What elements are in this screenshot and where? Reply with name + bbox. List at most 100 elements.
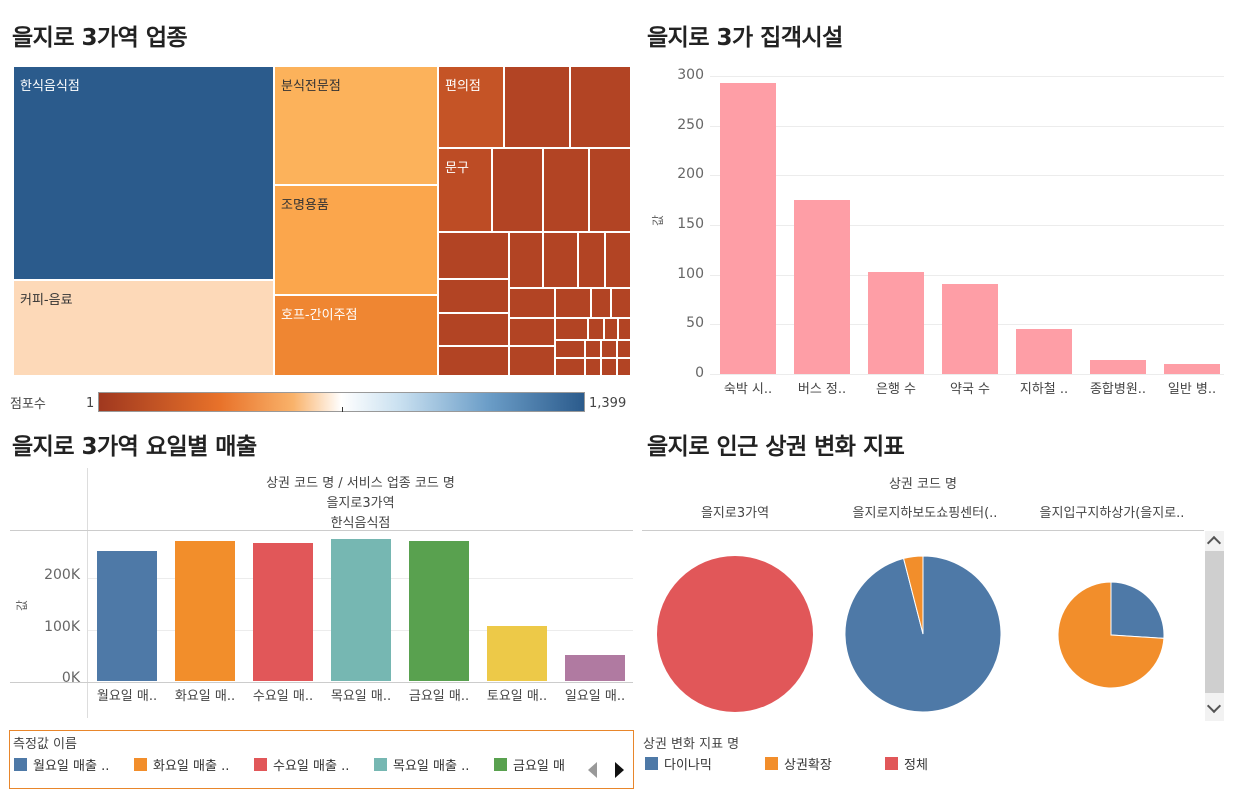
legend-item-mon[interactable]: 월요일 매출 .. <box>14 755 109 774</box>
color-legend-bar <box>98 392 585 412</box>
legend-item-stagnation[interactable]: 정체 <box>885 754 928 773</box>
treemap-tile-small[interactable] <box>585 340 601 358</box>
treemap-tile-small[interactable] <box>555 288 591 318</box>
legend-item-label: 정체 <box>904 758 928 773</box>
treemap-tile-small[interactable] <box>509 288 555 318</box>
sales-bar[interactable] <box>565 654 625 681</box>
treemap-tile-small[interactable] <box>618 318 631 340</box>
sales-bar[interactable] <box>331 538 391 681</box>
legend-prev-icon[interactable] <box>588 762 597 778</box>
treemap-tile-small[interactable] <box>589 148 631 232</box>
treemap-tile-small[interactable] <box>617 340 631 358</box>
sales-y-label: 값 <box>15 599 30 612</box>
pie-slice[interactable] <box>902 555 924 635</box>
legend-item-dynamic[interactable]: 다이나믹 <box>645 754 712 773</box>
treemap-tile-small[interactable] <box>617 358 631 376</box>
treemap-tile-small[interactable] <box>555 358 585 376</box>
legend-item-thu[interactable]: 목요일 매출 .. <box>374 755 469 774</box>
legend-swatch <box>645 757 658 770</box>
tile-label: 조명용품 <box>281 198 329 213</box>
legend-swatch <box>494 758 507 771</box>
legend-swatch <box>14 758 27 771</box>
sales-bar[interactable] <box>253 543 313 681</box>
treemap-tile-small[interactable] <box>585 358 601 376</box>
tile-label: 분식전문점 <box>281 79 341 94</box>
treemap-title: 을지로 3가역 업종 <box>12 25 188 51</box>
scrollbar-thumb[interactable] <box>1205 551 1224 693</box>
treemap-tile-small[interactable] <box>605 232 631 288</box>
pie-charts <box>657 555 1165 713</box>
tile-stationery[interactable]: 문구 <box>438 148 492 232</box>
treemap-tile-small[interactable] <box>492 148 543 232</box>
treemap-tile-small[interactable] <box>509 232 543 288</box>
pie-slice[interactable] <box>1110 581 1165 639</box>
tile-snack[interactable]: 분식전문점 <box>274 66 438 185</box>
sales-bar[interactable] <box>175 540 235 681</box>
legend-next-icon[interactable] <box>615 762 624 778</box>
treemap: 한식음식점 커피-음료 분식전문점 조명용품 호프-간이주점 편의점 문구 <box>13 66 631 376</box>
change-header: 상권 코드 명 <box>888 477 958 492</box>
treemap-tile-small[interactable] <box>438 279 509 313</box>
sales-header-area: 을지로3가역 <box>326 496 395 511</box>
sales-header-divider <box>10 530 633 531</box>
facilities-bar[interactable] <box>868 271 924 374</box>
legend-item-wed[interactable]: 수요일 매출 .. <box>254 755 349 774</box>
tile-pub[interactable]: 호프-간이주점 <box>274 295 438 376</box>
tile-korean-restaurant[interactable]: 한식음식점 <box>13 66 274 280</box>
sales-bar[interactable] <box>487 626 547 681</box>
facilities-bar[interactable] <box>720 82 776 374</box>
sales-bar[interactable] <box>97 551 157 681</box>
facilities-gridline <box>710 76 1224 77</box>
treemap-tile-small[interactable] <box>555 340 585 358</box>
facilities-gridline <box>710 175 1224 177</box>
color-legend-label: 점포수 <box>10 397 46 412</box>
treemap-tile-small[interactable] <box>611 288 631 318</box>
color-legend-max: 1,399 <box>589 396 627 411</box>
treemap-tile-small[interactable] <box>543 232 578 288</box>
color-legend-marker <box>342 407 343 412</box>
tile-convenience[interactable]: 편의점 <box>438 66 504 148</box>
scroll-down-icon[interactable] <box>1206 698 1222 714</box>
legend-item-fri[interactable]: 금요일 매 <box>494 755 574 774</box>
tile-coffee[interactable]: 커피-음료 <box>13 280 274 376</box>
facilities-bar[interactable] <box>794 200 850 374</box>
legend-swatch <box>374 758 387 771</box>
treemap-tile-small[interactable] <box>438 232 509 279</box>
treemap-tile-small[interactable] <box>438 346 509 376</box>
treemap-tile-small[interactable] <box>601 340 617 358</box>
facilities-gridline <box>710 225 1224 226</box>
tile-lighting[interactable]: 조명용품 <box>274 185 438 295</box>
sales-bar[interactable] <box>409 541 469 681</box>
facilities-bar[interactable] <box>942 283 998 374</box>
facilities-bar[interactable] <box>1090 360 1146 374</box>
facilities-x-tick: 약국 수 <box>949 382 990 397</box>
treemap-tile-small[interactable] <box>591 288 611 318</box>
facilities-bar[interactable] <box>1164 364 1220 374</box>
change-column-3: 을지입구지하상가(을지로.. <box>1039 506 1185 521</box>
facilities-bar[interactable] <box>1016 329 1072 374</box>
treemap-tile-small[interactable] <box>578 232 605 288</box>
tile-label: 호프-간이주점 <box>281 308 358 323</box>
facilities-x-tick: 버스 정.. <box>797 382 847 397</box>
treemap-tile-small[interactable] <box>555 318 588 340</box>
treemap-tile-small[interactable] <box>588 318 604 340</box>
treemap-tile-small[interactable] <box>570 66 631 148</box>
treemap-tile-small[interactable] <box>504 66 570 148</box>
tile-label: 커피-음료 <box>20 293 73 308</box>
treemap-tile-small[interactable] <box>601 358 617 376</box>
treemap-tile-small[interactable] <box>604 318 618 340</box>
treemap-tile-small[interactable] <box>509 318 555 346</box>
facilities-x-tick: 일반 병.. <box>1167 382 1217 397</box>
scroll-up-icon[interactable] <box>1206 535 1222 551</box>
pie-slice[interactable] <box>1057 581 1165 689</box>
legend-item-expansion[interactable]: 상권확장 <box>765 754 832 773</box>
vertical-scrollbar[interactable] <box>1205 531 1224 721</box>
facilities-y-tick: 300 <box>677 67 704 83</box>
legend-item-tue[interactable]: 화요일 매출 .. <box>134 755 229 774</box>
facilities-gridline <box>710 274 1224 276</box>
treemap-tile-small[interactable] <box>509 346 555 376</box>
legend-swatch <box>765 757 778 770</box>
treemap-tile-small[interactable] <box>543 148 589 232</box>
pie-slice[interactable] <box>657 556 813 712</box>
treemap-tile-small[interactable] <box>438 313 509 346</box>
